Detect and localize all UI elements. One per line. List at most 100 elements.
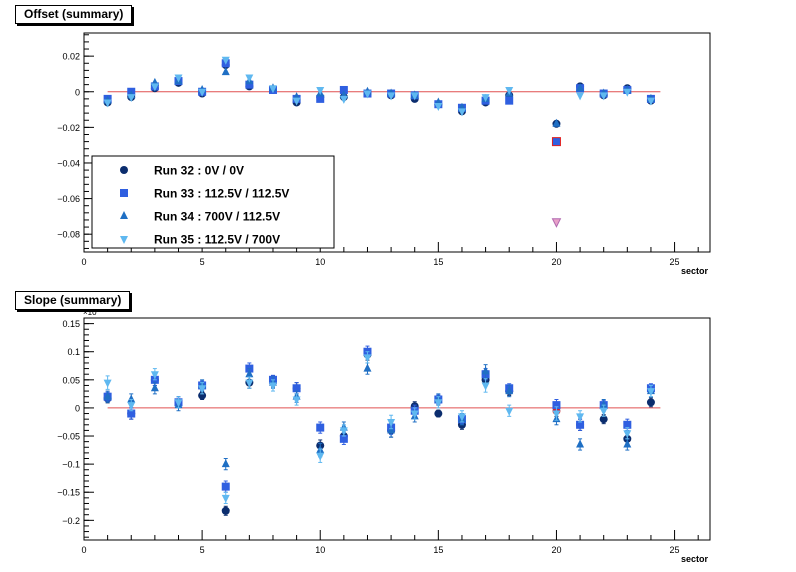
legend-label: Run 33 : 112.5V / 112.5V	[154, 187, 289, 201]
y-tick-label: −0.05	[57, 432, 80, 442]
data-point	[576, 439, 585, 448]
x-axis-label: sector	[681, 266, 709, 276]
x-tick-label: 15	[433, 545, 443, 555]
legend-label: Run 34 : 700V / 112.5V	[154, 210, 280, 224]
data-point	[221, 494, 230, 503]
data-point	[505, 96, 514, 105]
y-exponent-power: −3	[99, 307, 107, 313]
data-point	[552, 118, 561, 127]
series-3	[103, 362, 655, 471]
legend-marker	[120, 211, 128, 219]
data-point	[599, 400, 608, 409]
data-point	[103, 99, 112, 108]
data-point	[221, 506, 230, 515]
x-tick-label: 25	[670, 257, 680, 267]
y-tick-label: 0.15	[62, 319, 80, 329]
series-1	[103, 61, 655, 128]
y-tick-label: 0	[75, 87, 80, 97]
legend: Run 32 : 0V / 0V Run 33 : 112.5V / 112.5V…	[91, 155, 335, 249]
data-point	[434, 399, 443, 408]
x-tick-label: 10	[315, 257, 325, 267]
slope-chart: 0.15 0.1 0.05 0 −0.05 −0.1 −0.15 −0.2 0 5 10 15 20 25…	[57, 307, 711, 564]
data-point	[576, 420, 585, 429]
y-tick-label: 0.1	[67, 347, 80, 357]
y-tick-label: 0	[75, 403, 80, 413]
data-point	[245, 74, 254, 83]
series-4	[103, 56, 655, 228]
x-tick-label: 10	[315, 545, 325, 555]
data-point	[339, 95, 348, 104]
data-point	[505, 86, 514, 95]
data-point	[434, 409, 443, 418]
x-tick-label: 25	[670, 545, 680, 555]
data-point	[339, 85, 348, 94]
legend-label: Run 35 : 112.5V / 700V	[154, 233, 280, 247]
legend-marker	[120, 236, 128, 244]
y-tick-label: −0.04	[57, 158, 80, 168]
data-point	[339, 434, 348, 443]
data-point	[646, 97, 655, 106]
x-axis-label: sector	[681, 554, 709, 564]
x-tick-label: 5	[200, 257, 205, 267]
data-point	[457, 108, 466, 117]
slope-chart-title: Slope (summary)	[15, 291, 131, 310]
legend-marker	[120, 166, 128, 174]
data-point	[387, 425, 396, 434]
x-tick-label: 5	[200, 545, 205, 555]
data-point	[623, 439, 632, 448]
series-1	[103, 348, 655, 516]
data-point	[576, 92, 585, 101]
series-2	[103, 59, 655, 147]
data-point	[623, 420, 632, 429]
data-point	[292, 384, 301, 393]
data-point	[552, 410, 561, 419]
data-point	[363, 354, 372, 363]
data-point	[363, 363, 372, 372]
data-point	[198, 88, 207, 97]
offset-chart: 0.02 0 −0.02 −0.04 −0.06 −0.08 0 5 10 15 20 25secto…	[57, 32, 711, 276]
data-point	[434, 103, 443, 111]
data-point	[576, 83, 585, 92]
data-point	[551, 137, 561, 147]
data-point	[292, 396, 301, 405]
y-tick-label: −0.06	[57, 194, 80, 204]
data-point	[576, 413, 585, 422]
x-tick-label: 0	[81, 257, 86, 267]
data-point	[245, 80, 254, 89]
y-tick-label: −0.02	[57, 123, 80, 133]
data-point	[103, 379, 112, 388]
y-tick-label: 0.02	[62, 52, 80, 62]
data-point	[481, 366, 490, 375]
data-point	[268, 382, 277, 391]
data-point	[103, 391, 112, 400]
data-point	[363, 90, 372, 99]
data-point	[623, 430, 632, 439]
data-point	[481, 382, 490, 391]
data-point	[646, 398, 655, 407]
y-tick-label: −0.1	[62, 460, 80, 470]
data-point	[245, 379, 254, 388]
data-point	[221, 56, 230, 65]
data-point	[221, 482, 230, 491]
data-point	[316, 423, 325, 432]
data-point	[505, 407, 514, 416]
data-point	[387, 418, 396, 427]
data-point	[198, 385, 207, 394]
data-point	[481, 94, 490, 103]
y-tick-label: −0.15	[57, 488, 80, 498]
data-point	[174, 399, 183, 408]
series-3	[103, 67, 655, 127]
data-point	[316, 452, 325, 461]
data-point	[599, 407, 608, 416]
x-tick-label: 15	[433, 257, 443, 267]
data-point	[387, 92, 396, 101]
legend-box	[91, 155, 335, 249]
y-tick-label: −0.2	[62, 516, 80, 526]
data-point	[551, 218, 562, 228]
legend-label: Run 32 : 0V / 0V	[154, 164, 244, 178]
x-tick-label: 0	[81, 545, 86, 555]
data-point	[127, 94, 136, 103]
series-4	[103, 351, 655, 504]
data-point	[505, 386, 514, 395]
